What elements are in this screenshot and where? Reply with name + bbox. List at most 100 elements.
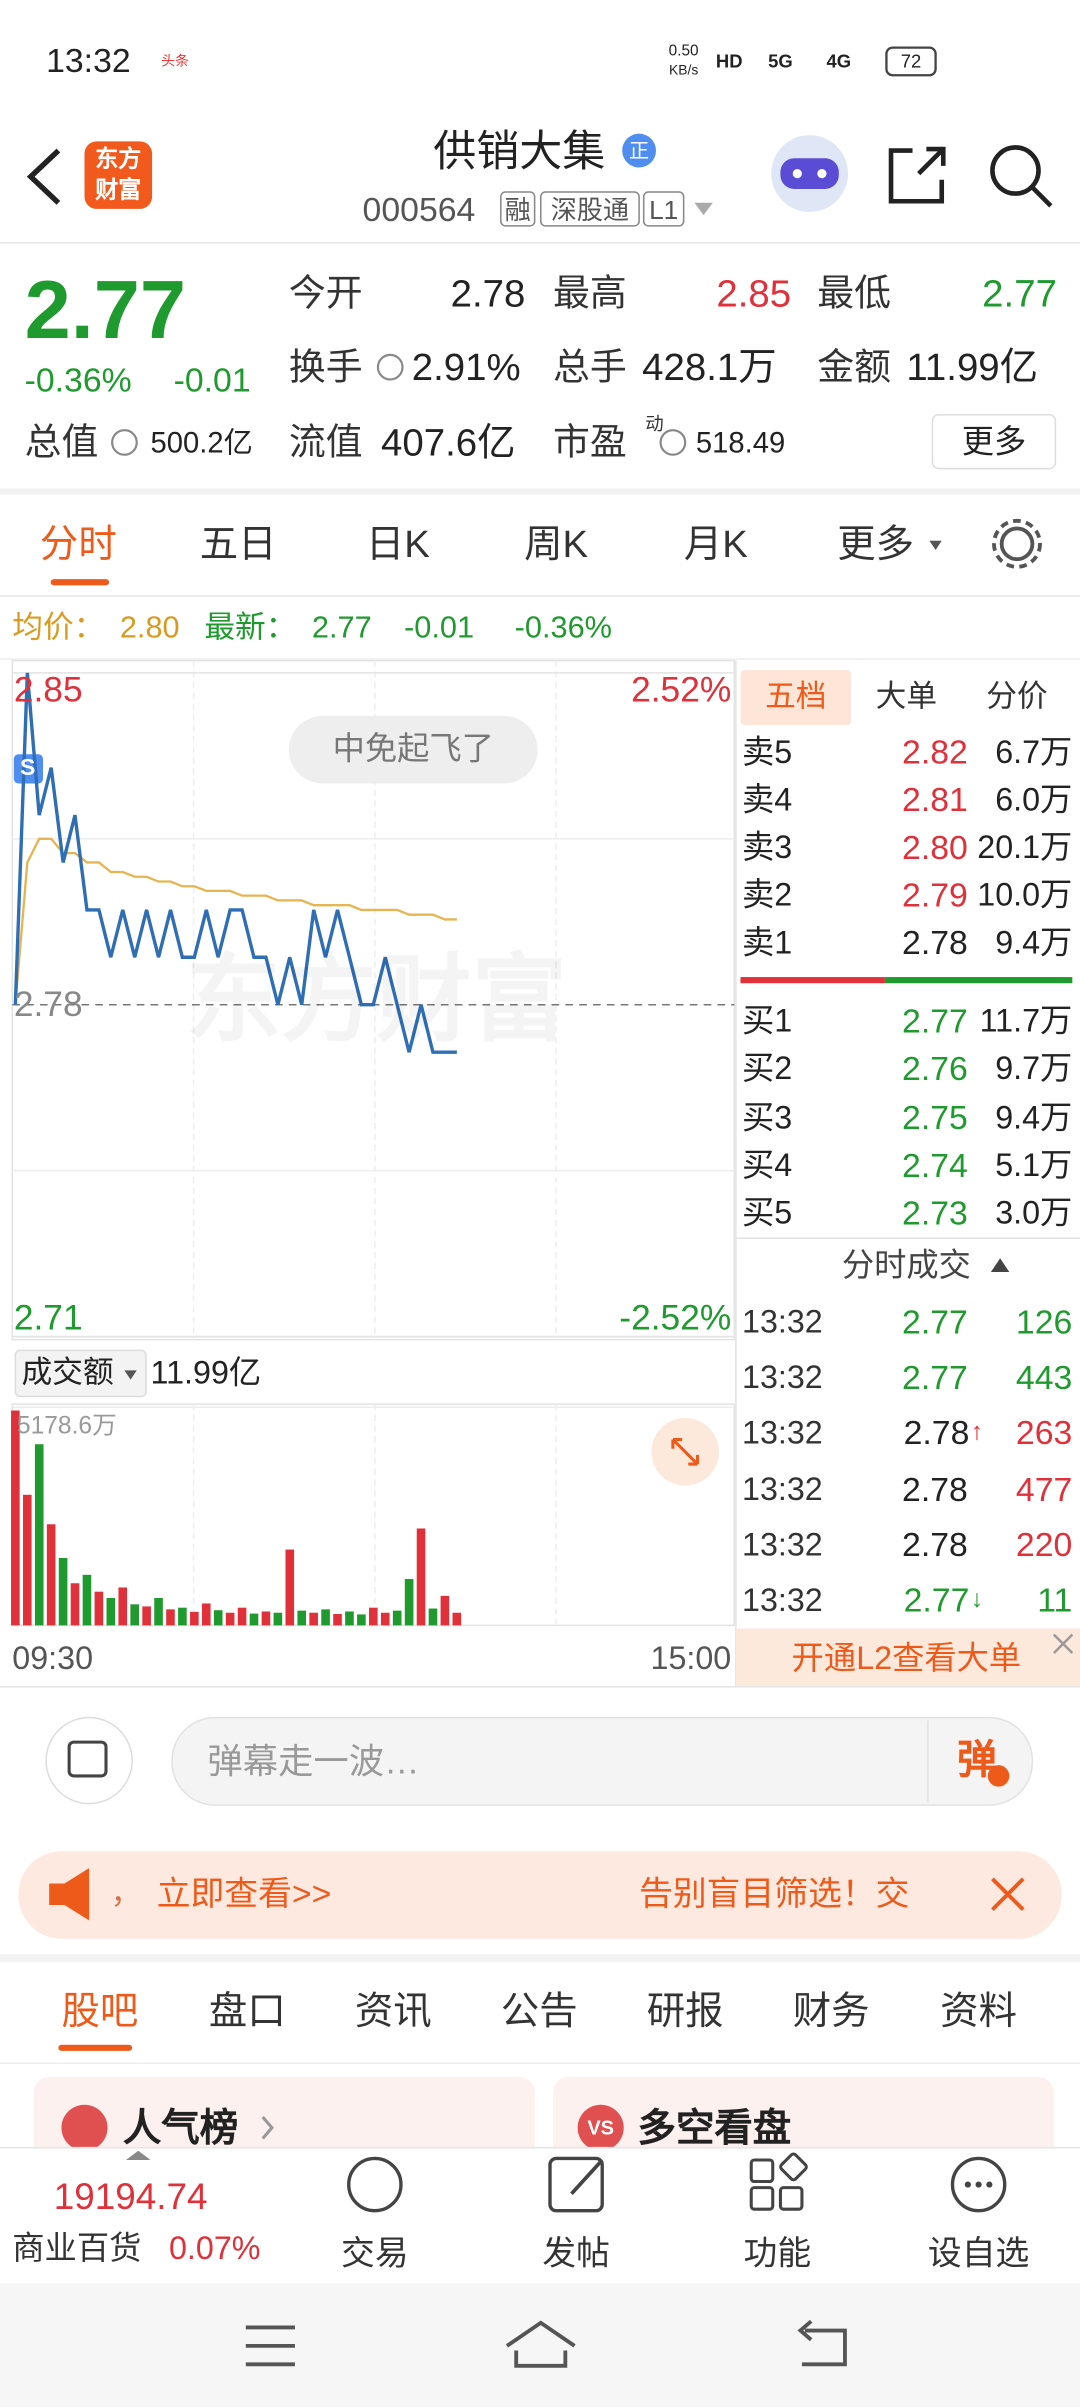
panel-tab[interactable]: 大单 [875, 680, 938, 715]
danmaku-settings[interactable] [45, 1716, 133, 1805]
trade-price: 2.77 [902, 1358, 968, 1397]
placeholder[interactable]: 弹幕走一波… [207, 1741, 420, 1782]
book-volume: 3.0万 [995, 1195, 1073, 1232]
action-label[interactable]: 功能 [743, 2233, 812, 2273]
section-tab[interactable]: 财务 [792, 1990, 870, 2034]
home-button[interactable] [505, 2320, 576, 2368]
section-tab[interactable]: 资讯 [354, 1990, 432, 2034]
section-tab[interactable]: 盘口 [208, 1990, 286, 2034]
last-label: 最新： [204, 611, 297, 646]
action-label[interactable]: 发帖 [542, 2233, 610, 2273]
volume-selector[interactable] [14, 1349, 147, 1398]
trade-volume: 220 [1015, 1525, 1073, 1564]
menu-button[interactable] [245, 2325, 295, 2367]
info-icon[interactable] [111, 429, 138, 456]
dropdown [124, 1370, 137, 1380]
info-icon[interactable] [376, 353, 404, 381]
tag-box [642, 191, 685, 227]
book-label: 卖1 [742, 925, 793, 961]
card[interactable] [33, 2077, 535, 2170]
volume-bar [249, 1613, 259, 1626]
annotation-bubble[interactable] [288, 715, 538, 784]
chart-tab[interactable]: 更多 [837, 523, 915, 567]
dropdown [694, 202, 713, 216]
index-value: 19194.74 [53, 2176, 208, 2219]
card[interactable] [553, 2077, 1054, 2170]
stock-name: 供销大集 [433, 127, 606, 176]
network: HD [715, 50, 743, 73]
logo-text: 财富 [95, 177, 142, 204]
chart-tab[interactable]: 月K [683, 523, 748, 567]
chart-tab[interactable]: 五日 [199, 523, 277, 567]
post-icon[interactable] [548, 2156, 604, 2213]
info-icon[interactable] [659, 429, 687, 456]
action-label[interactable]: 交易 [341, 2233, 409, 2273]
volume-bar [142, 1606, 151, 1626]
l2-link[interactable]: 开通L2查看大单 [791, 1641, 1022, 1677]
watch-icon[interactable] [950, 2156, 1007, 2213]
trade-price: 2.78 [902, 1525, 968, 1564]
trade-price: 2.77 [903, 1580, 970, 1620]
l2-bar[interactable] [735, 1628, 1080, 1687]
tag: 深股通 [550, 195, 630, 226]
settings-icon[interactable] [999, 526, 1035, 562]
book-volume: 6.7万 [995, 735, 1073, 771]
book-price: 2.79 [902, 875, 968, 915]
stat-label: 总值 [24, 422, 99, 464]
book-label: 卖3 [742, 830, 793, 866]
bottom-bar [0, 2147, 1080, 2283]
panel-tab[interactable]: 五档 [765, 680, 827, 715]
section-tab[interactable]: 公告 [500, 1990, 578, 2034]
banner-text: 告别盲目筛选！交 [639, 1874, 910, 1913]
eye [792, 168, 802, 179]
volume-bar [369, 1607, 378, 1626]
chart-tab[interactable]: 周K [524, 523, 589, 567]
comment-input[interactable] [171, 1716, 1034, 1806]
book-label: 买2 [742, 1051, 793, 1087]
back-button[interactable] [797, 2319, 847, 2367]
close-icon[interactable] [1053, 1633, 1074, 1654]
danmaku-button[interactable]: 弹 [957, 1735, 998, 1783]
trades-title: 分时成交 [841, 1248, 971, 1284]
volume-bar [130, 1604, 139, 1626]
trade-price: 2.78 [902, 1470, 968, 1509]
stat-label: 换手 [288, 347, 363, 389]
chart-tab[interactable]: 分时 [39, 523, 117, 567]
card-title[interactable]: 多空看盘 [637, 2106, 792, 2151]
more-button[interactable] [931, 414, 1057, 470]
book-label: 卖4 [742, 782, 793, 819]
logo[interactable] [84, 141, 153, 209]
stat-value: 2.91% [411, 346, 521, 390]
book-price: 2.82 [902, 732, 968, 772]
trade-icon[interactable] [347, 2156, 403, 2213]
annotation[interactable]: 中免起飞了 [332, 732, 494, 768]
chart-tab[interactable]: 日K [365, 523, 430, 567]
close-icon[interactable] [991, 1877, 1025, 1911]
volume-bar [70, 1583, 80, 1626]
section-tab[interactable]: 股吧 [61, 1990, 139, 2034]
nav-bar [0, 2282, 1080, 2408]
share-icon[interactable] [888, 146, 946, 204]
avg-label: 均价： [12, 611, 105, 646]
icon [67, 1740, 108, 1778]
banner-link[interactable]: 立即查看>> [156, 1874, 332, 1913]
card-title[interactable]: 人气榜 [122, 2106, 239, 2151]
more-button[interactable]: 更多 [961, 424, 1027, 461]
stat-value: 428.1万 [642, 346, 777, 390]
trade-time: 13:32 [742, 1305, 823, 1341]
section-tab[interactable]: 研报 [646, 1990, 724, 2034]
dropdown [929, 540, 942, 550]
back-icon[interactable] [26, 148, 61, 205]
book-price: 2.76 [902, 1049, 968, 1088]
book-volume: 9.4万 [995, 1100, 1073, 1137]
panel-tab[interactable]: 分价 [986, 680, 1048, 715]
section-tab[interactable]: 资料 [940, 1990, 1018, 2034]
battery-level: 72 [900, 50, 922, 73]
func-icon[interactable] [749, 2158, 775, 2184]
banner[interactable] [18, 1851, 1062, 1939]
x-tick-label: 09:30 [12, 1641, 94, 1677]
action-label[interactable]: 设自选 [927, 2233, 1030, 2273]
volume-bar [106, 1597, 116, 1626]
volume-total: 11.99亿 [150, 1355, 262, 1392]
search-icon[interactable] [990, 145, 1041, 196]
